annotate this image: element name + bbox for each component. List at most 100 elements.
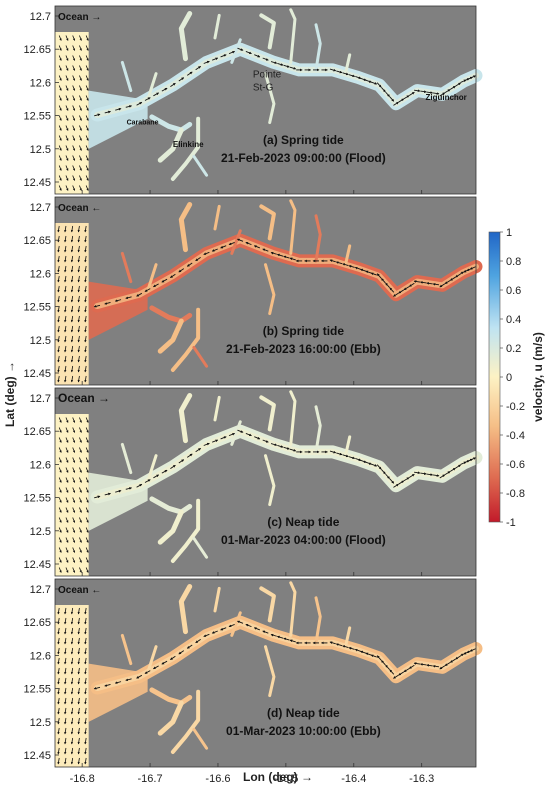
ocean-vector <box>79 165 82 171</box>
ocean-vector <box>58 487 62 493</box>
channel-vector <box>376 464 382 470</box>
ocean-vector <box>79 85 82 91</box>
tributary-channel <box>259 395 276 432</box>
channel-vector <box>262 630 269 634</box>
x-tick-label: -16.5 <box>273 773 298 785</box>
channel-vector <box>360 459 367 463</box>
channel-vector <box>426 91 434 94</box>
channel-vector <box>469 648 476 652</box>
channel-vector <box>125 105 133 108</box>
tributary-channel <box>178 393 193 444</box>
channel-vector <box>385 473 390 479</box>
ocean-vector <box>57 617 60 625</box>
channel-vector <box>276 635 284 639</box>
ocean-vector <box>70 255 74 263</box>
ocean-vector <box>77 345 80 353</box>
ocean-vector <box>58 427 62 433</box>
ocean-vector <box>57 697 60 705</box>
ocean-vector <box>64 647 67 655</box>
ocean-vector <box>79 497 82 503</box>
tributary-channel <box>289 390 297 446</box>
ocean-vector <box>84 747 87 755</box>
channel-vector <box>329 259 336 263</box>
channel-vector <box>203 633 210 637</box>
colorbar-tick-label: -0.6 <box>506 459 525 471</box>
ocean-vector <box>79 457 82 463</box>
channel-arrows <box>94 429 476 499</box>
ocean-vector <box>57 345 60 353</box>
ocean-vector <box>65 557 69 563</box>
ocean-vector <box>57 355 60 363</box>
tributary-channel <box>157 509 184 545</box>
ocean-vector <box>85 467 89 473</box>
channel-vector <box>170 273 176 279</box>
ocean-vector <box>77 677 80 685</box>
channel-vector <box>211 248 218 252</box>
ocean-vector <box>77 707 80 715</box>
channel-vector <box>203 60 210 64</box>
ocean-vector <box>65 85 69 91</box>
channel-vector <box>342 454 349 458</box>
ocean-vector <box>70 677 74 685</box>
ocean-vector <box>65 105 69 111</box>
ocean-vector <box>70 627 74 635</box>
tributary-channel <box>146 454 158 484</box>
ocean-vector <box>57 275 60 283</box>
ocean-vector <box>85 417 89 423</box>
ocean-vector <box>65 115 69 121</box>
ocean-vector <box>85 65 89 71</box>
ocean-vector <box>64 747 67 755</box>
panel-subtitle: 01-Mar-2023 10:00:00 (Ebb) <box>226 724 381 738</box>
ocean-vector <box>84 235 87 243</box>
ocean-vector <box>58 517 62 523</box>
channel-vector <box>178 268 185 273</box>
ocean-vector <box>58 547 62 553</box>
ocean-vector <box>77 697 80 705</box>
tributary-channel <box>120 442 133 475</box>
channel-vector <box>104 110 111 114</box>
ocean-vector <box>85 75 89 81</box>
ocean-vector <box>70 355 74 363</box>
ocean-vector <box>84 265 87 273</box>
ocean-vector <box>72 115 76 121</box>
channel-vector <box>370 463 378 467</box>
y-tick-label: 12.7 <box>30 584 51 596</box>
channel-vector <box>408 664 415 669</box>
ocean-label: Ocean → <box>58 391 110 405</box>
channel-vector <box>253 245 261 249</box>
ocean-vector <box>57 315 60 323</box>
ocean-vector <box>72 477 76 483</box>
channel-vector <box>342 263 349 266</box>
channel-vector <box>360 650 367 654</box>
colorbar-tick-label: 0.2 <box>506 343 521 355</box>
ocean-vector <box>70 325 74 333</box>
ocean-vector <box>85 557 89 563</box>
ocean-vector <box>58 477 62 483</box>
ocean-vector <box>72 527 76 533</box>
panel-title: (b) Spring tide <box>263 324 345 338</box>
ocean-vector <box>85 457 89 463</box>
ocean-vector <box>72 467 76 473</box>
channel-vector <box>381 278 386 284</box>
ocean-vector <box>57 305 60 313</box>
channel-vector <box>289 448 297 452</box>
ocean-vector <box>58 527 62 533</box>
tributary-channel <box>343 244 352 267</box>
channel-vector <box>398 98 405 103</box>
channel-vector <box>370 272 377 276</box>
ocean-vector <box>72 135 76 141</box>
panel-a: 12.7 12.65 12.6 12.55 12.5 12.45 Ocean → (a) Sp… <box>23 5 483 195</box>
ocean-vector <box>77 355 80 363</box>
ocean-vector <box>65 427 69 433</box>
channel-vector <box>262 439 269 443</box>
ocean-vector <box>77 245 80 253</box>
ocean-vector <box>70 285 74 293</box>
ocean-label: Ocean ← <box>58 203 101 214</box>
colorbar-label: velocity, u (m/s) <box>531 332 545 422</box>
ocean-vector <box>64 285 67 293</box>
ocean-vector <box>84 697 87 705</box>
channel-vector <box>276 253 284 257</box>
ocean-edge <box>55 416 70 576</box>
channel-vector <box>342 645 349 648</box>
channel-vector <box>381 87 386 93</box>
